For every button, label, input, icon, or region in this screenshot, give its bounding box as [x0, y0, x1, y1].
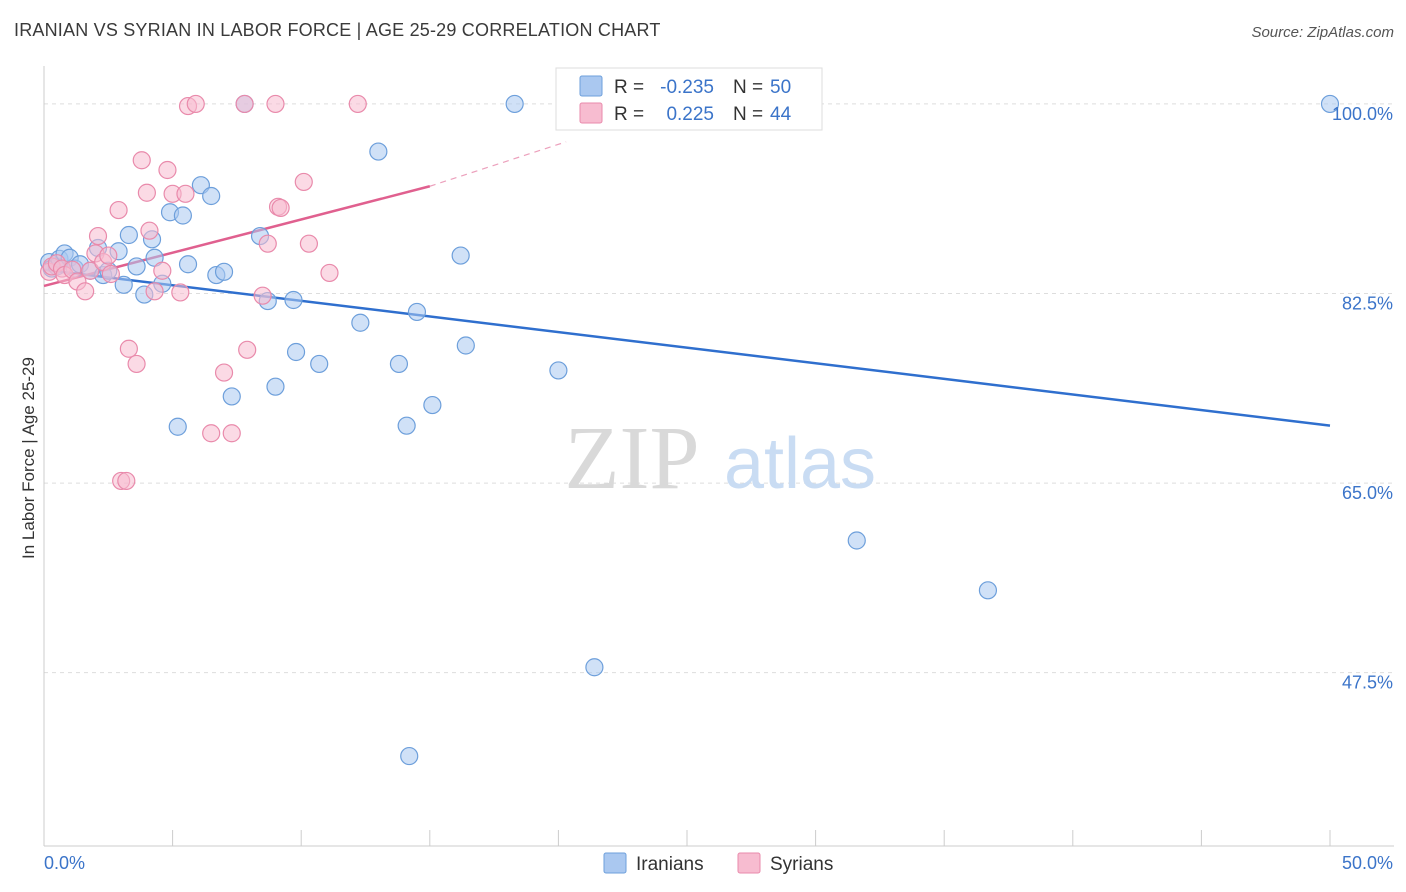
data-points: [40, 94, 1340, 766]
syrians-point-30: [202, 424, 221, 443]
y-tick-label-2: 65.0%: [1342, 483, 1393, 503]
iranians-point-27: [214, 262, 234, 281]
iranians-point-40: [400, 746, 419, 766]
iranians-n-label: N =: [733, 77, 763, 98]
syrians-point-32: [222, 424, 241, 443]
syrians-point-7: [76, 282, 95, 301]
iranians-point-25: [202, 186, 221, 206]
tick-labels: 100.0% 82.5% 65.0% 47.5% 0.0% 50.0%: [44, 104, 1393, 873]
iranians-point-33: [284, 290, 303, 310]
iranians-point-35: [310, 354, 329, 374]
syrians-r-label: R =: [614, 104, 644, 125]
syrians-point-41: [299, 234, 319, 253]
iranians-point-46: [549, 361, 568, 380]
syrians-point-29: [186, 94, 205, 114]
syrians-point-43: [348, 94, 367, 114]
iranians-point-41: [407, 302, 427, 322]
syrians-point-21: [140, 221, 159, 240]
legend-syrians-swatch: [737, 852, 761, 874]
syrians-point-8: [81, 261, 100, 280]
y-tick-label-1: 82.5%: [1342, 294, 1393, 314]
iranians-point-43: [451, 246, 470, 265]
syrians-point-22: [145, 282, 164, 301]
legend-iranians-swatch: [603, 852, 627, 874]
watermark-zip: ZIP: [565, 409, 700, 508]
syrians-n-label: N =: [733, 104, 763, 125]
iranians-point-21: [168, 417, 187, 436]
syrians-point-42: [320, 263, 339, 283]
watermark: ZIP atlas: [565, 409, 877, 508]
syrians-point-23: [153, 261, 172, 280]
syrians-point-31: [214, 363, 234, 382]
iranians-point-38: [389, 354, 409, 374]
iranians-point-15: [127, 257, 146, 276]
iranians-point-50: [1320, 94, 1340, 114]
iranians-point-42: [423, 395, 442, 415]
syrians-point-19: [132, 151, 151, 170]
stats-legend: R = -0.235 N = 50 R = 0.225 N = 44: [555, 67, 823, 131]
axes: [43, 66, 1394, 847]
syrians-point-34: [238, 340, 257, 359]
y-tick-label-3: 47.5%: [1342, 673, 1393, 693]
iranians-point-14: [119, 225, 138, 245]
syrians-point-16: [117, 471, 136, 491]
trendlines: [43, 141, 1331, 427]
iranians-point-13: [114, 275, 133, 294]
iranians-point-45: [505, 94, 524, 114]
syrians-point-24: [158, 160, 177, 180]
syrians-point-10: [88, 226, 108, 246]
x-tick-label-0: 0.0%: [44, 853, 85, 873]
iranians-point-34: [286, 342, 306, 362]
chart-title: IRANIAN VS SYRIAN IN LABOR FORCE | AGE 2…: [14, 20, 661, 40]
x-tick-label-1: 50.0%: [1342, 853, 1393, 873]
iranians-point-32: [266, 377, 285, 396]
legend-iranians-label: Iranians: [636, 854, 704, 875]
iranians-point-22: [173, 206, 192, 225]
syrians-point-40: [294, 172, 313, 192]
y-axis-title: In Labor Force | Age 25-29: [19, 357, 38, 559]
iranians-point-28: [222, 387, 241, 406]
watermark-atlas: atlas: [724, 424, 876, 504]
syrians-point-26: [171, 283, 190, 302]
iranians-point-23: [178, 255, 198, 274]
y-tick-label-0: 100.0%: [1332, 104, 1393, 124]
syrians-point-14: [109, 200, 128, 220]
bottom-legend: Iranians Syrians: [603, 852, 833, 875]
syrians-point-27: [176, 184, 195, 203]
syrians-r-value: 0.225: [666, 104, 714, 125]
gridlines: [44, 103, 1394, 674]
syrians-trendline-2: [429, 141, 567, 187]
iranians-point-36: [351, 313, 370, 332]
syrians-swatch: [579, 102, 603, 124]
iranians-point-47: [585, 658, 604, 677]
syrians-point-39: [271, 198, 290, 218]
iranians-point-39: [397, 416, 416, 435]
iranians-n-value: 50: [770, 77, 791, 98]
syrians-n-value: 44: [770, 104, 792, 125]
iranians-point-37: [369, 142, 388, 161]
syrians-point-37: [266, 94, 285, 114]
syrians-point-20: [137, 183, 156, 202]
iranians-swatch: [579, 75, 603, 97]
iranians-point-44: [456, 336, 475, 355]
iranians-point-48: [847, 531, 866, 550]
syrians-point-36: [258, 234, 277, 253]
syrians-point-18: [127, 354, 146, 374]
syrians-point-33: [235, 94, 254, 114]
legend-syrians-label: Syrians: [770, 854, 833, 875]
source-label: Source: ZipAtlas.com: [1251, 24, 1394, 41]
iranians-r-label: R =: [614, 77, 644, 98]
syrians-point-12: [99, 246, 118, 265]
iranians-point-49: [978, 581, 998, 600]
syrians-point-17: [119, 339, 138, 358]
iranians-r-value: -0.235: [660, 77, 714, 98]
syrians-point-13: [101, 264, 120, 284]
syrians-point-35: [253, 286, 272, 305]
